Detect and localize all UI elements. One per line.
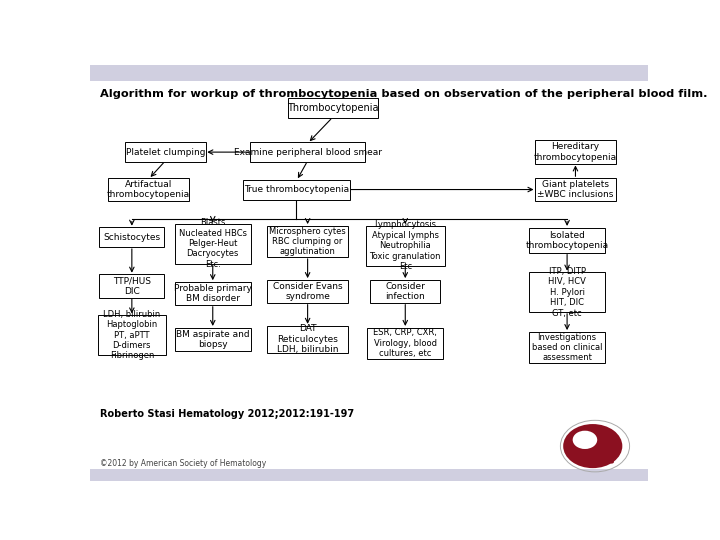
Text: Thrombocytopenia: Thrombocytopenia — [287, 104, 379, 113]
Text: ©2012 by American Society of Hematology: ©2012 by American Society of Hematology — [100, 459, 266, 468]
FancyBboxPatch shape — [99, 227, 164, 247]
Bar — [90, 469, 648, 481]
Text: TTP/HUS
DIC: TTP/HUS DIC — [113, 276, 151, 296]
FancyBboxPatch shape — [175, 328, 251, 351]
Text: True thrombocytopenia: True thrombocytopenia — [244, 185, 349, 194]
FancyBboxPatch shape — [98, 315, 166, 355]
Text: DAT
Reticulocytes
LDH, bilirubin: DAT Reticulocytes LDH, bilirubin — [277, 325, 338, 354]
Text: Consider Evans
syndrome: Consider Evans syndrome — [273, 282, 343, 301]
FancyBboxPatch shape — [267, 226, 348, 258]
FancyBboxPatch shape — [250, 142, 365, 162]
Text: Schistocytes: Schistocytes — [103, 233, 161, 242]
Circle shape — [563, 424, 622, 468]
Text: Microsphero cytes
RBC clumping or
agglutination: Microsphero cytes RBC clumping or agglut… — [269, 227, 346, 256]
FancyBboxPatch shape — [529, 272, 605, 312]
Text: Roberto Stasi Hematology 2012;2012:191-197: Roberto Stasi Hematology 2012;2012:191-1… — [100, 409, 354, 419]
Text: Lymphocytosis
Atypical lymphs
Neutrophilia
Toxic granulation
Etc: Lymphocytosis Atypical lymphs Neutrophil… — [369, 220, 441, 271]
FancyBboxPatch shape — [108, 178, 189, 201]
Text: Algorithm for workup of thrombocytopenia based on observation of the peripheral : Algorithm for workup of thrombocytopenia… — [100, 89, 708, 99]
FancyBboxPatch shape — [243, 180, 350, 199]
Text: BM aspirate and
biopsy: BM aspirate and biopsy — [176, 329, 250, 349]
Text: Hereditary
thrombocytopenia: Hereditary thrombocytopenia — [534, 143, 617, 162]
FancyBboxPatch shape — [370, 280, 441, 303]
FancyBboxPatch shape — [267, 326, 348, 353]
FancyBboxPatch shape — [125, 142, 206, 162]
FancyBboxPatch shape — [535, 140, 616, 164]
Text: Consider
infection: Consider infection — [385, 282, 426, 301]
Circle shape — [572, 431, 597, 449]
Text: LDH, bilirubin
Haptoglobin
PT, aPTT
D-dimers
Fibrinogen: LDH, bilirubin Haptoglobin PT, aPTT D-di… — [103, 310, 161, 360]
FancyBboxPatch shape — [99, 274, 164, 298]
Text: Blasts
Nucleated HBCs
Pelger-Heut
Dacryocytes
Etc.: Blasts Nucleated HBCs Pelger-Heut Dacryo… — [179, 218, 247, 269]
Bar — [90, 65, 648, 80]
FancyBboxPatch shape — [267, 280, 348, 303]
FancyBboxPatch shape — [366, 226, 445, 266]
FancyBboxPatch shape — [529, 227, 605, 253]
FancyBboxPatch shape — [535, 178, 616, 201]
Text: Artifactual
thrombocytopenia: Artifactual thrombocytopenia — [107, 180, 190, 199]
Text: Isolated
thrombocytopenia: Isolated thrombocytopenia — [526, 231, 608, 250]
Text: Giant platelets
±WBC inclusions: Giant platelets ±WBC inclusions — [537, 180, 613, 199]
Circle shape — [610, 460, 614, 463]
Text: ESR, CRP, CXR,
Virology, blood
cultures, etc: ESR, CRP, CXR, Virology, blood cultures,… — [374, 328, 437, 358]
Circle shape — [599, 435, 619, 449]
Text: ITP, DITP
HIV, HCV
H. Pylori
HIT, DIC
GT, etc: ITP, DITP HIV, HCV H. Pylori HIT, DIC GT… — [548, 267, 586, 318]
FancyBboxPatch shape — [175, 224, 251, 264]
Circle shape — [608, 455, 615, 460]
Text: Investigations
based on clinical
assessment: Investigations based on clinical assessm… — [532, 333, 603, 362]
FancyBboxPatch shape — [529, 332, 605, 363]
Text: Examine peripheral blood smear: Examine peripheral blood smear — [233, 147, 382, 157]
FancyBboxPatch shape — [367, 328, 444, 359]
FancyBboxPatch shape — [288, 98, 378, 118]
Text: Probable primary
BM disorder: Probable primary BM disorder — [174, 284, 252, 303]
FancyBboxPatch shape — [175, 282, 251, 305]
Circle shape — [606, 447, 617, 455]
Text: Platelet clumping: Platelet clumping — [125, 147, 205, 157]
